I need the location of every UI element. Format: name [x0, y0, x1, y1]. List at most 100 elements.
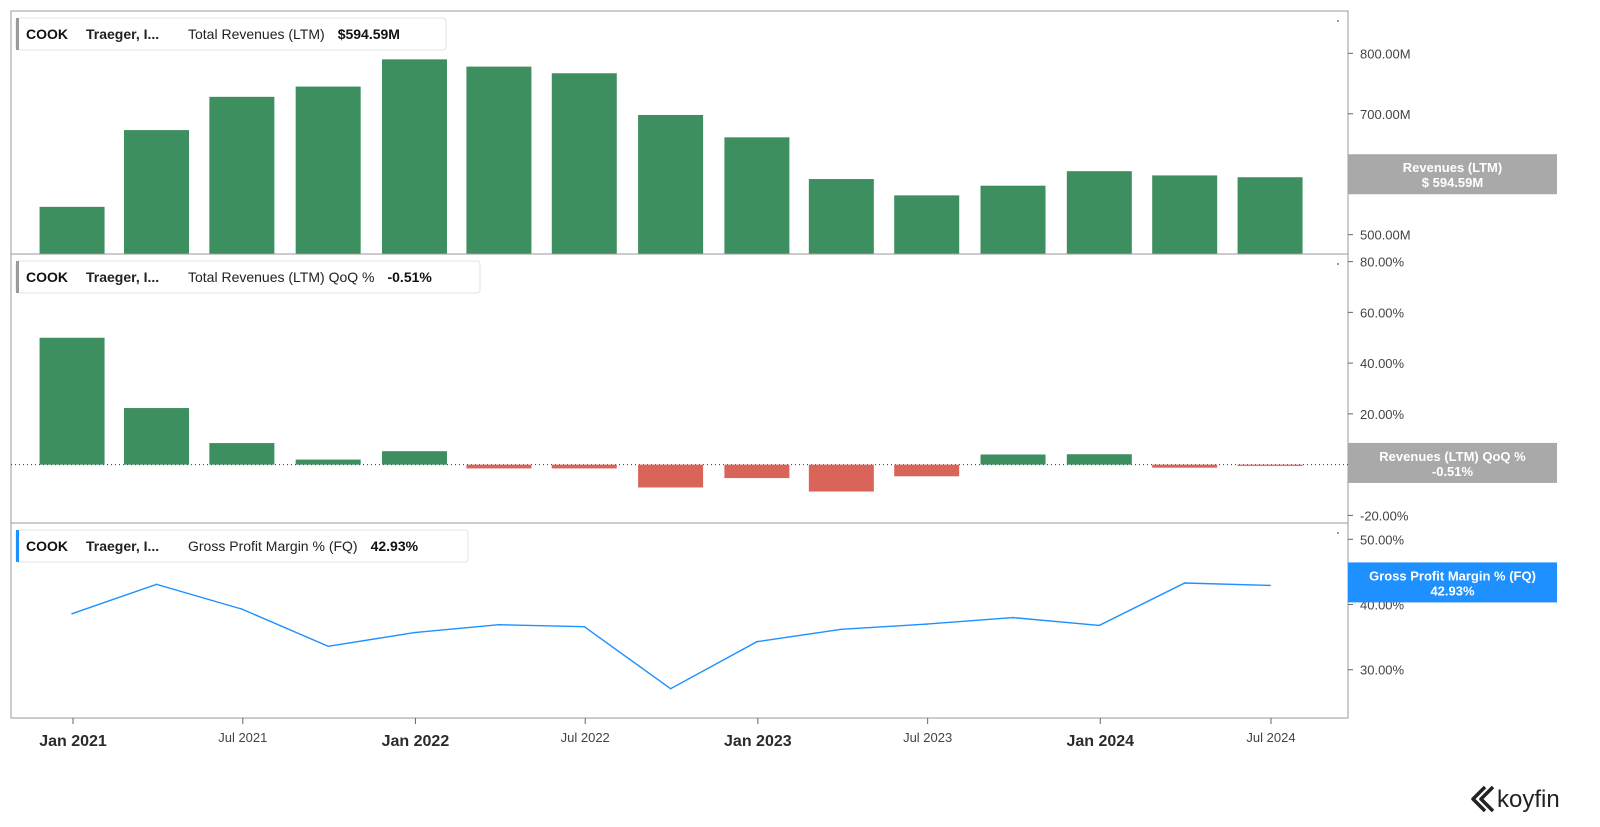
bar: [466, 464, 532, 469]
legend-company: Traeger, I...: [86, 26, 159, 42]
line-point: [1012, 616, 1014, 619]
bar: [39, 337, 105, 465]
bar: [808, 179, 874, 254]
legend-ticker: COOK: [26, 26, 68, 42]
chart-panes: 500.00M600.00M700.00M800.00MCOOKTraeger,…: [10, 10, 1557, 719]
value-tag-bg: [1348, 154, 1557, 195]
line-point: [583, 625, 586, 628]
pane-menu-dot: [1337, 263, 1339, 265]
x-tick-label: Jul 2023: [903, 730, 952, 745]
legend-ticker: COOK: [26, 269, 68, 285]
y-tick-label: 50.00%: [1360, 532, 1405, 547]
line-point: [1269, 584, 1271, 587]
x-tick-label: Jan 2023: [724, 733, 792, 750]
legend-metric: Total Revenues (LTM): [188, 26, 325, 42]
y-tick-label: -20.00%: [1360, 508, 1409, 523]
bar: [551, 73, 617, 254]
bar: [638, 464, 704, 488]
x-tick-label: Jan 2021: [39, 733, 107, 750]
bar: [295, 86, 361, 255]
line-point: [327, 645, 329, 648]
bar: [980, 454, 1046, 465]
bar: [1152, 464, 1218, 468]
bar: [381, 451, 447, 465]
bar: [295, 459, 361, 465]
bar: [1237, 464, 1303, 466]
pane-3: 30.00%40.00%50.00%COOK Traeger, I... Gross…: [10, 522, 1557, 719]
line-point: [840, 628, 843, 631]
x-tick-label: Jul 2024: [1246, 730, 1295, 745]
line-point: [498, 623, 500, 626]
x-tick-label: Jul 2022: [561, 730, 610, 745]
line-point: [241, 608, 243, 610]
legend-ticker: COOK: [26, 538, 68, 554]
koyfin-logo: koyfin: [1471, 785, 1560, 813]
legend-color-bar: [16, 261, 19, 293]
legend-color-bar: [16, 530, 19, 562]
pane-2: -20.00%0.00%20.00%40.00%60.00%80.00%COOK…: [10, 253, 1557, 524]
value-tag-label: Revenues (LTM): [1403, 160, 1502, 175]
y-tick-label: 40.00%: [1360, 356, 1405, 371]
bar: [1066, 171, 1132, 254]
line-point: [1098, 624, 1101, 627]
legend-value: -0.51%: [387, 269, 432, 285]
line-point: [155, 583, 158, 586]
legend-metric: Gross Profit Margin % (FQ): [188, 538, 358, 554]
y-tick-label: 800.00M: [1360, 46, 1411, 61]
bar: [894, 195, 960, 254]
line-point: [71, 612, 73, 615]
bar: [551, 464, 617, 469]
bar: [123, 408, 189, 465]
legend-value: 42.93%: [371, 538, 419, 554]
y-tick-label: 500.00M: [1360, 228, 1411, 243]
bar: [980, 185, 1046, 254]
value-tag: Gross Profit Margin % (FQ)42.93%: [1348, 562, 1557, 603]
bar: [209, 443, 275, 465]
pane-1: 500.00M600.00M700.00M800.00MCOOKTraeger,…: [10, 10, 1557, 255]
x-axis: Jan 2021 Jul 2021 Jan 2022 Jul 2022 Jan 2023…: [39, 718, 1296, 750]
bar: [123, 130, 189, 254]
value-tag-value: $ 594.59M: [1422, 175, 1483, 190]
bar: [381, 59, 447, 254]
legend-metric: Total Revenues (LTM) QoQ %: [188, 269, 374, 285]
pane-menu-dot: [1337, 20, 1339, 22]
bar: [1152, 175, 1218, 254]
y-tick-label: 30.00%: [1360, 663, 1405, 678]
value-tag-bg: [1348, 562, 1557, 603]
y-tick-label: 60.00%: [1360, 305, 1405, 320]
y-tick-label: 80.00%: [1360, 255, 1405, 270]
x-tick-label: Jul 2021: [218, 730, 267, 745]
value-tag: Revenues (LTM) QoQ %-0.51%: [1348, 442, 1557, 483]
line-point: [413, 631, 416, 634]
bar: [724, 464, 790, 479]
value-tag-value: -0.51%: [1432, 464, 1474, 479]
bar: [638, 114, 704, 254]
legend: COOK Traeger, I... Total Revenues (LTM) $59…: [15, 17, 447, 51]
bar: [1237, 177, 1303, 254]
line-point: [1183, 582, 1186, 584]
y-tick-label: 20.00%: [1360, 407, 1405, 422]
value-tag-label: Gross Profit Margin % (FQ): [1369, 568, 1536, 583]
bar: [209, 96, 275, 255]
legend-company: Traeger, I...: [86, 538, 159, 554]
legend-color-bar: [16, 18, 19, 50]
legend: COOK Traeger, I... Gross Profit Margin % (…: [15, 529, 469, 563]
legend: COOK Traeger, I... Total Revenues (LTM) Qo…: [15, 260, 481, 294]
y-tick-label: 700.00M: [1360, 107, 1411, 122]
value-tag-bg: [1348, 442, 1557, 483]
value-tag: Revenues (LTM)$ 594.59M: [1348, 154, 1557, 195]
legend-company: Traeger, I...: [86, 269, 159, 285]
bar: [39, 206, 105, 254]
line-point: [669, 687, 672, 690]
x-tick-label: Jan 2022: [382, 733, 450, 750]
brand-name: koyfin: [1497, 786, 1560, 813]
x-tick-label: Jan 2024: [1066, 733, 1134, 750]
bar: [724, 137, 790, 254]
koyfin-logo-icon: [1471, 785, 1495, 813]
bar: [808, 464, 874, 492]
value-tag-label: Revenues (LTM) QoQ %: [1379, 449, 1526, 464]
bar: [1066, 454, 1132, 465]
bar: [466, 66, 532, 254]
line-point: [756, 640, 758, 643]
